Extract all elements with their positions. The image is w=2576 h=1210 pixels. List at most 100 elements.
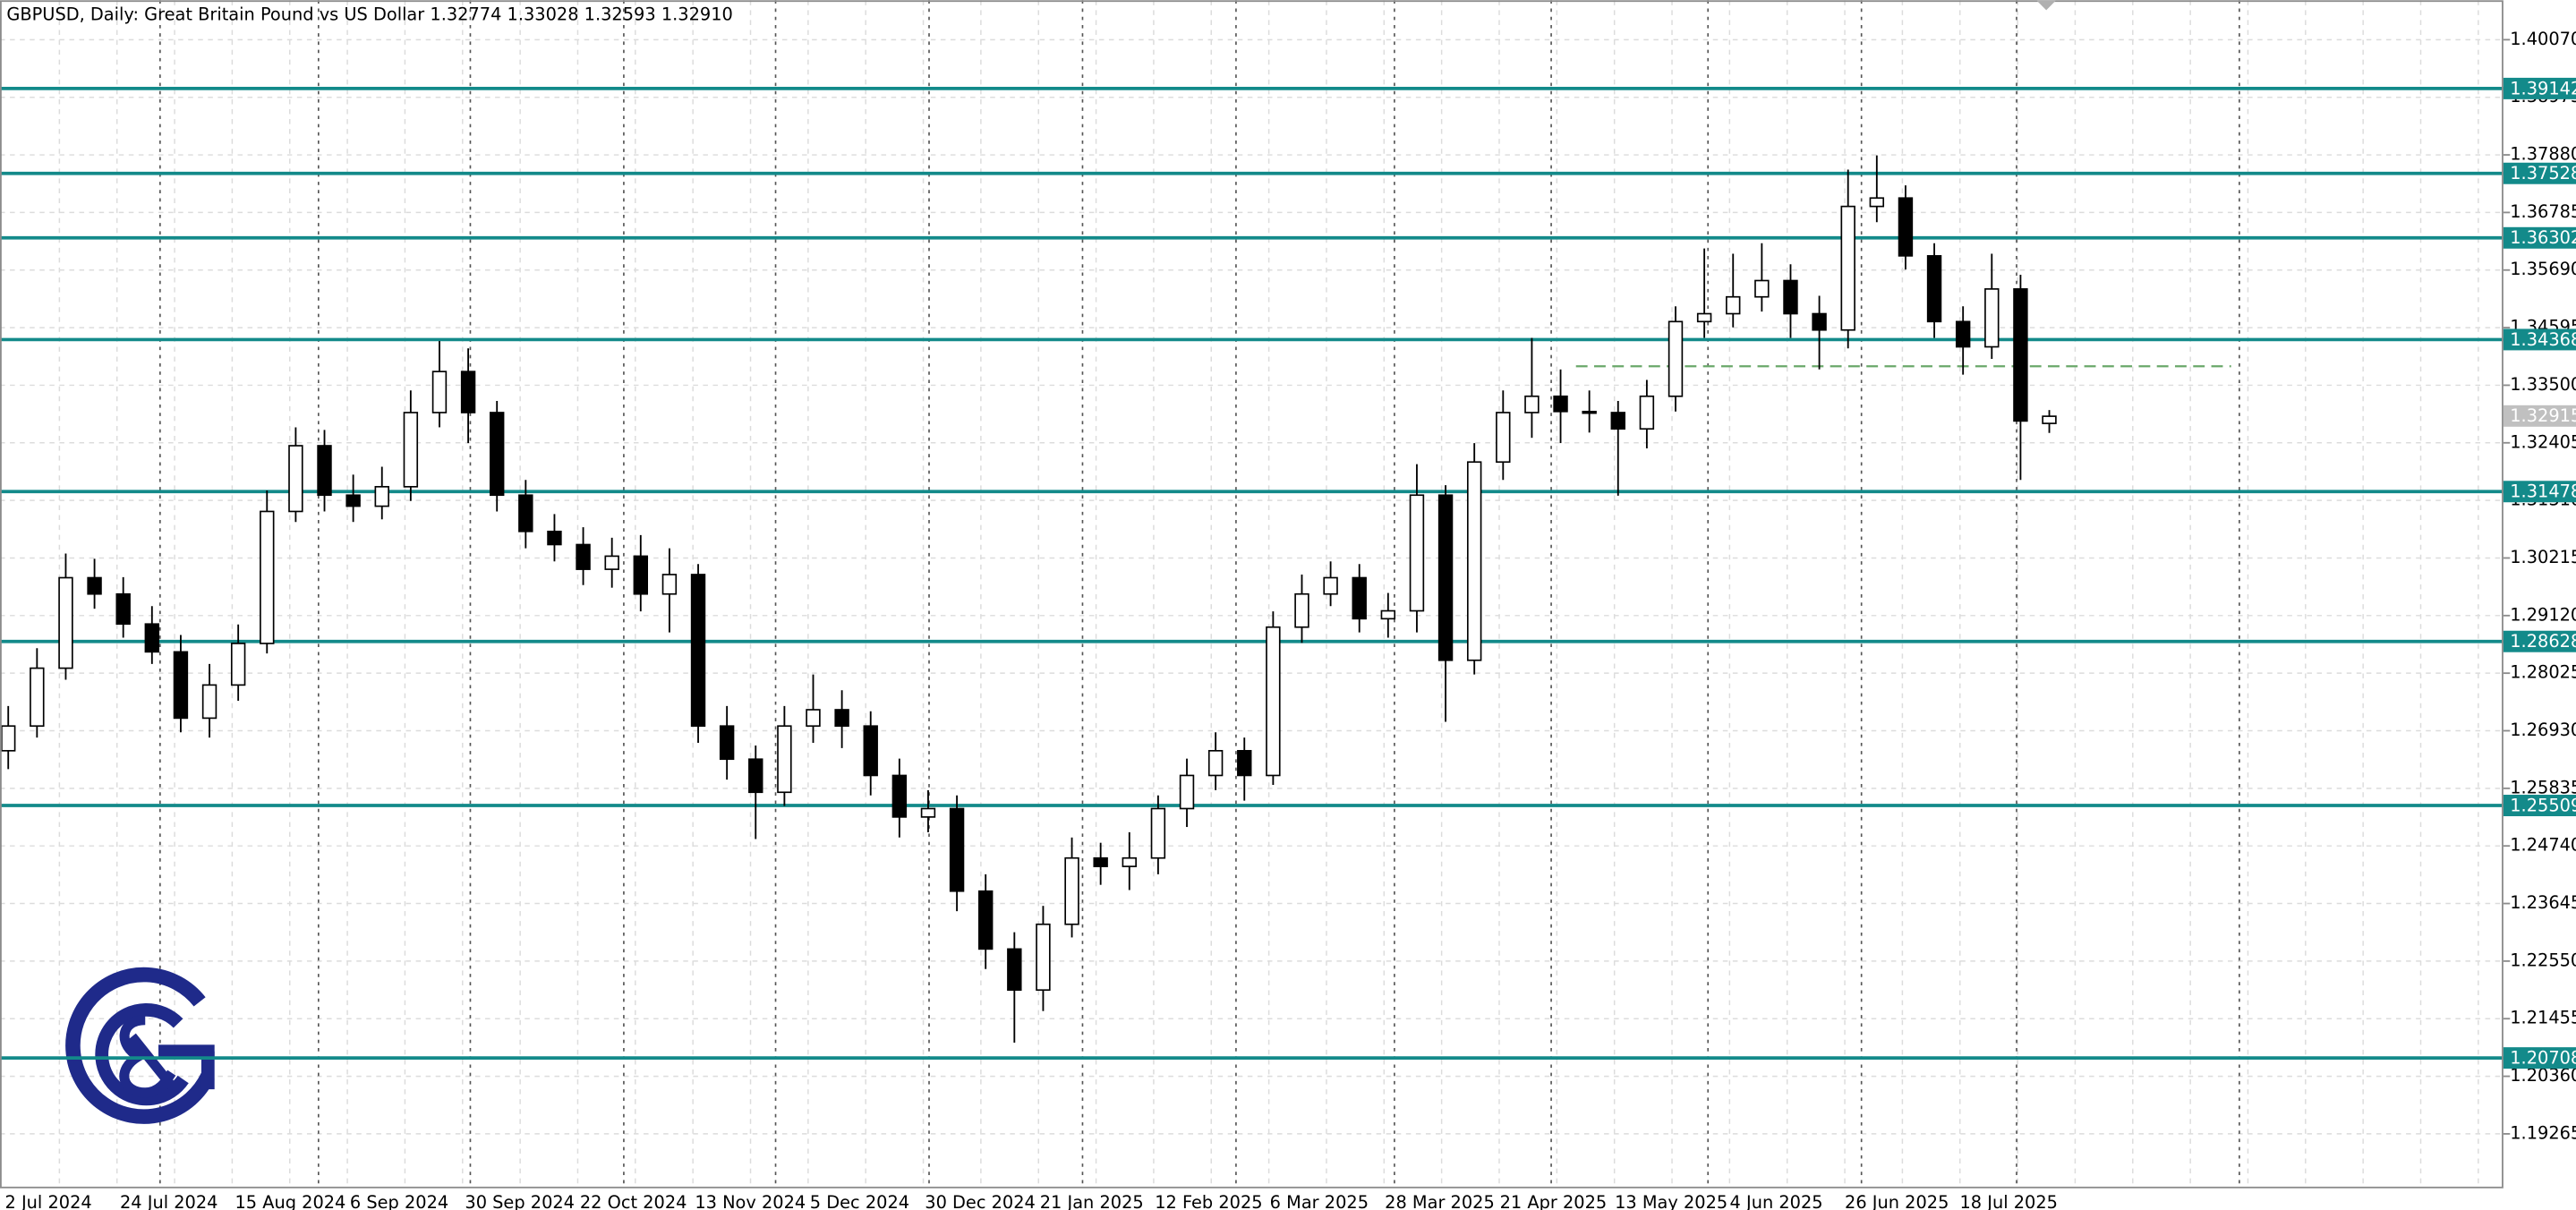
- candle-body: [1380, 609, 1396, 620]
- level-label: 1.36302: [2510, 227, 2576, 248]
- x-tick-label: 21 Apr 2025: [1500, 1192, 1608, 1210]
- level-label: 1.25509: [2510, 795, 2576, 815]
- level-label: 1.34368: [2510, 329, 2576, 350]
- candle-body: [374, 486, 389, 507]
- candle-body: [58, 576, 73, 669]
- candle-body: [633, 555, 648, 595]
- candle-body: [863, 725, 878, 777]
- levels-layer: [0, 87, 2503, 1060]
- candle-body: [748, 758, 763, 794]
- x-tick-label: 18 Jul 2025: [1959, 1192, 2057, 1210]
- level-label-box: [2503, 77, 2576, 99]
- current-price-label: 1.32915: [2510, 405, 2576, 426]
- grid-layer: [0, 0, 2503, 1189]
- y-tick-label: 1.28025: [2510, 662, 2576, 683]
- candle-body: [518, 494, 533, 533]
- candle-body: [949, 807, 965, 892]
- x-tick-label: 21 Jan 2025: [1040, 1192, 1144, 1210]
- x-tick-label: 12 Feb 2025: [1155, 1192, 1262, 1210]
- x-tick-label: 22 Oct 2024: [580, 1192, 687, 1210]
- candle-body: [891, 774, 908, 818]
- candle-body: [1812, 312, 1827, 331]
- candle-body: [1496, 412, 1511, 464]
- y-tick-label: 1.36785: [2510, 201, 2576, 222]
- labels-layer: 1.400701.389751.378801.367851.356901.345…: [5, 29, 2576, 1210]
- candle-body: [690, 574, 706, 728]
- level-label-box: [2503, 328, 2576, 351]
- candle-body: [490, 412, 505, 497]
- logo-ampersand: [119, 1015, 176, 1098]
- candle-body: [1207, 750, 1224, 777]
- candle-body: [115, 592, 131, 626]
- level-label: 1.37528: [2510, 163, 2576, 183]
- candle-body: [806, 709, 821, 728]
- candle-body: [87, 576, 102, 595]
- candle-body: [1840, 205, 1855, 331]
- candle-body: [460, 371, 476, 413]
- level-label: 1.28628: [2510, 631, 2576, 652]
- candle-body: [1179, 774, 1195, 810]
- candle-body: [834, 709, 849, 728]
- y-tick-label: 1.22550: [2510, 950, 2576, 970]
- candle-body: [1036, 923, 1051, 992]
- y-tick-label: 1.40070: [2510, 29, 2576, 49]
- axis-layer: [0, 0, 2503, 1189]
- x-tick-label: 26 Jun 2025: [1845, 1192, 1949, 1210]
- candle-body: [1639, 395, 1655, 430]
- x-tick-label: 2 Jul 2024: [5, 1192, 92, 1210]
- y-tick-label: 1.26930: [2510, 720, 2576, 740]
- candle-body: [1610, 412, 1625, 430]
- candle-body: [1898, 197, 1914, 257]
- candle-body: [1064, 856, 1079, 925]
- logo-bar: [158, 1044, 215, 1059]
- candle-body: [30, 667, 45, 728]
- logo-ring: [65, 967, 215, 1124]
- candle-body: [604, 555, 619, 570]
- y-tick-label: 1.24740: [2510, 835, 2576, 856]
- candle-body: [1466, 461, 1482, 661]
- level-label: 1.31478: [2510, 481, 2576, 502]
- candle-body: [777, 725, 792, 794]
- candle-body: [1122, 856, 1137, 867]
- candle-body: [1007, 948, 1022, 992]
- candle-body: [260, 510, 275, 644]
- chart-title: GBPUSD, Daily: Great Britain Pound vs US…: [6, 4, 732, 24]
- y-tick-label: 1.33500: [2510, 374, 2576, 395]
- candle-body: [1524, 395, 1540, 413]
- y-tick-label: 1.29120: [2510, 604, 2576, 625]
- candle-body: [1696, 312, 1712, 323]
- candle-body: [431, 371, 448, 413]
- candle-body: [403, 412, 419, 488]
- x-tick-label: 24 Jul 2024: [120, 1192, 218, 1210]
- y-tick-label: 1.35690: [2510, 259, 2576, 279]
- candle-body: [144, 623, 160, 653]
- candle-body: [1, 725, 16, 752]
- y-tick-label: 1.32405: [2510, 431, 2576, 452]
- candle-body: [1726, 295, 1741, 315]
- y-tick-label: 1.20360: [2510, 1065, 2576, 1086]
- plot-border: [0, 0, 2503, 1189]
- x-tick-label: 28 Mar 2025: [1385, 1192, 1495, 1210]
- candle-body: [1409, 494, 1425, 612]
- candle-body: [288, 445, 303, 513]
- level-label-box: [2503, 630, 2576, 652]
- candle-body: [1352, 576, 1367, 620]
- candles-layer: [1, 155, 2057, 1043]
- candle-body: [1984, 288, 2000, 348]
- candle-body: [230, 643, 246, 686]
- level-label: 1.20708: [2510, 1048, 2576, 1069]
- x-tick-label: 13 May 2025: [1615, 1192, 1727, 1210]
- x-tick-label: 30 Dec 2024: [925, 1192, 1036, 1210]
- candle-body: [1926, 255, 1942, 323]
- candle-body: [1437, 494, 1454, 661]
- y-tick-label: 1.37880: [2510, 144, 2576, 165]
- candle-body: [1955, 320, 1971, 348]
- x-tick-label: 13 Nov 2024: [695, 1192, 806, 1210]
- current-price-box: [2503, 405, 2576, 427]
- candle-body: [1582, 410, 1597, 414]
- level-label-box: [2503, 162, 2576, 184]
- candle-body: [1869, 197, 1885, 208]
